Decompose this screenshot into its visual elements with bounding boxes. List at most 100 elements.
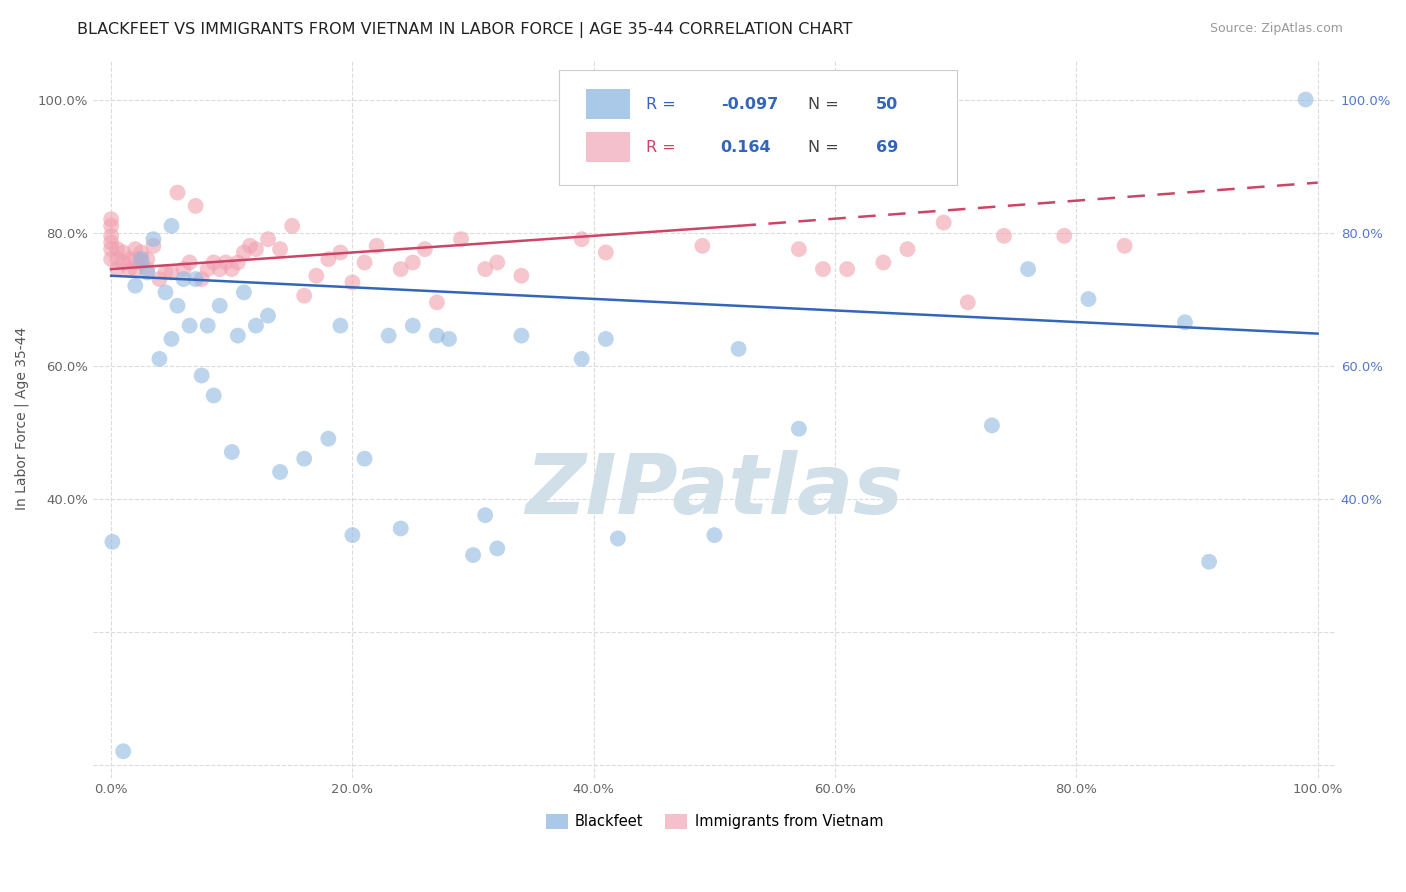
Point — [571, 232, 593, 246]
Point — [197, 262, 219, 277]
Text: R =: R = — [647, 140, 681, 155]
Point — [190, 368, 212, 383]
Point — [184, 272, 207, 286]
Point — [160, 219, 183, 233]
Point — [124, 252, 146, 266]
Point — [148, 272, 170, 286]
Point — [413, 242, 436, 256]
Point — [173, 262, 195, 277]
Point — [486, 255, 509, 269]
Point — [232, 285, 254, 300]
Point — [872, 255, 894, 269]
Point — [155, 285, 177, 300]
Point — [179, 318, 201, 333]
Point — [100, 242, 122, 256]
Point — [318, 252, 340, 266]
Point — [112, 744, 135, 758]
Point — [461, 548, 484, 562]
Point — [221, 445, 243, 459]
Point — [197, 318, 219, 333]
Point — [292, 289, 315, 303]
Point — [956, 295, 979, 310]
Point — [101, 534, 124, 549]
Point — [486, 541, 509, 556]
Point — [426, 295, 449, 310]
Point — [366, 239, 388, 253]
Point — [437, 332, 460, 346]
Point — [202, 255, 225, 269]
Point — [179, 255, 201, 269]
Point — [329, 245, 352, 260]
Text: 50: 50 — [876, 97, 898, 112]
Point — [377, 328, 399, 343]
Text: ZIPatlas: ZIPatlas — [526, 450, 903, 531]
Point — [450, 232, 472, 246]
Point — [993, 228, 1015, 243]
Point — [142, 239, 165, 253]
Point — [402, 318, 425, 333]
Point — [239, 239, 262, 253]
Point — [142, 232, 165, 246]
Point — [124, 278, 146, 293]
Text: N =: N = — [807, 140, 844, 155]
Point — [190, 272, 212, 286]
Point — [606, 532, 628, 546]
Point — [787, 242, 810, 256]
FancyBboxPatch shape — [560, 70, 956, 186]
Text: -0.097: -0.097 — [721, 97, 778, 112]
Point — [105, 262, 128, 277]
Point — [342, 528, 364, 542]
Text: N =: N = — [807, 97, 844, 112]
Point — [131, 245, 153, 260]
Point — [166, 299, 188, 313]
Point — [474, 262, 496, 277]
Point — [980, 418, 1002, 433]
Point — [474, 508, 496, 523]
Point — [389, 521, 412, 535]
Point — [166, 186, 188, 200]
Point — [595, 332, 617, 346]
Point — [131, 255, 153, 269]
Point — [837, 262, 859, 277]
Text: 69: 69 — [876, 140, 898, 155]
Point — [811, 262, 834, 277]
Point — [155, 265, 177, 279]
Point — [703, 528, 725, 542]
Point — [118, 262, 141, 277]
Point — [100, 219, 122, 233]
Point — [124, 262, 146, 277]
Point — [136, 252, 159, 266]
Text: 0.164: 0.164 — [721, 140, 772, 155]
Point — [281, 219, 304, 233]
Text: R =: R = — [647, 97, 681, 112]
Point — [1077, 292, 1099, 306]
Point — [160, 265, 183, 279]
Point — [305, 268, 328, 283]
Point — [389, 262, 412, 277]
Point — [787, 422, 810, 436]
Point — [173, 272, 195, 286]
Point — [105, 242, 128, 256]
Point — [329, 318, 352, 333]
Bar — [586, 89, 630, 120]
Point — [510, 268, 533, 283]
Point — [896, 242, 918, 256]
Point — [318, 432, 340, 446]
Point — [510, 328, 533, 343]
Point — [257, 232, 280, 246]
Point — [353, 451, 375, 466]
Point — [269, 242, 291, 256]
Point — [112, 245, 135, 260]
Point — [269, 465, 291, 479]
Point — [245, 318, 267, 333]
Point — [112, 255, 135, 269]
Point — [124, 242, 146, 256]
Point — [136, 262, 159, 277]
Point — [571, 351, 593, 366]
Point — [692, 239, 714, 253]
Point — [1174, 315, 1197, 329]
Point — [100, 252, 122, 266]
Point — [1053, 228, 1076, 243]
Point — [245, 242, 267, 256]
Point — [100, 228, 122, 243]
